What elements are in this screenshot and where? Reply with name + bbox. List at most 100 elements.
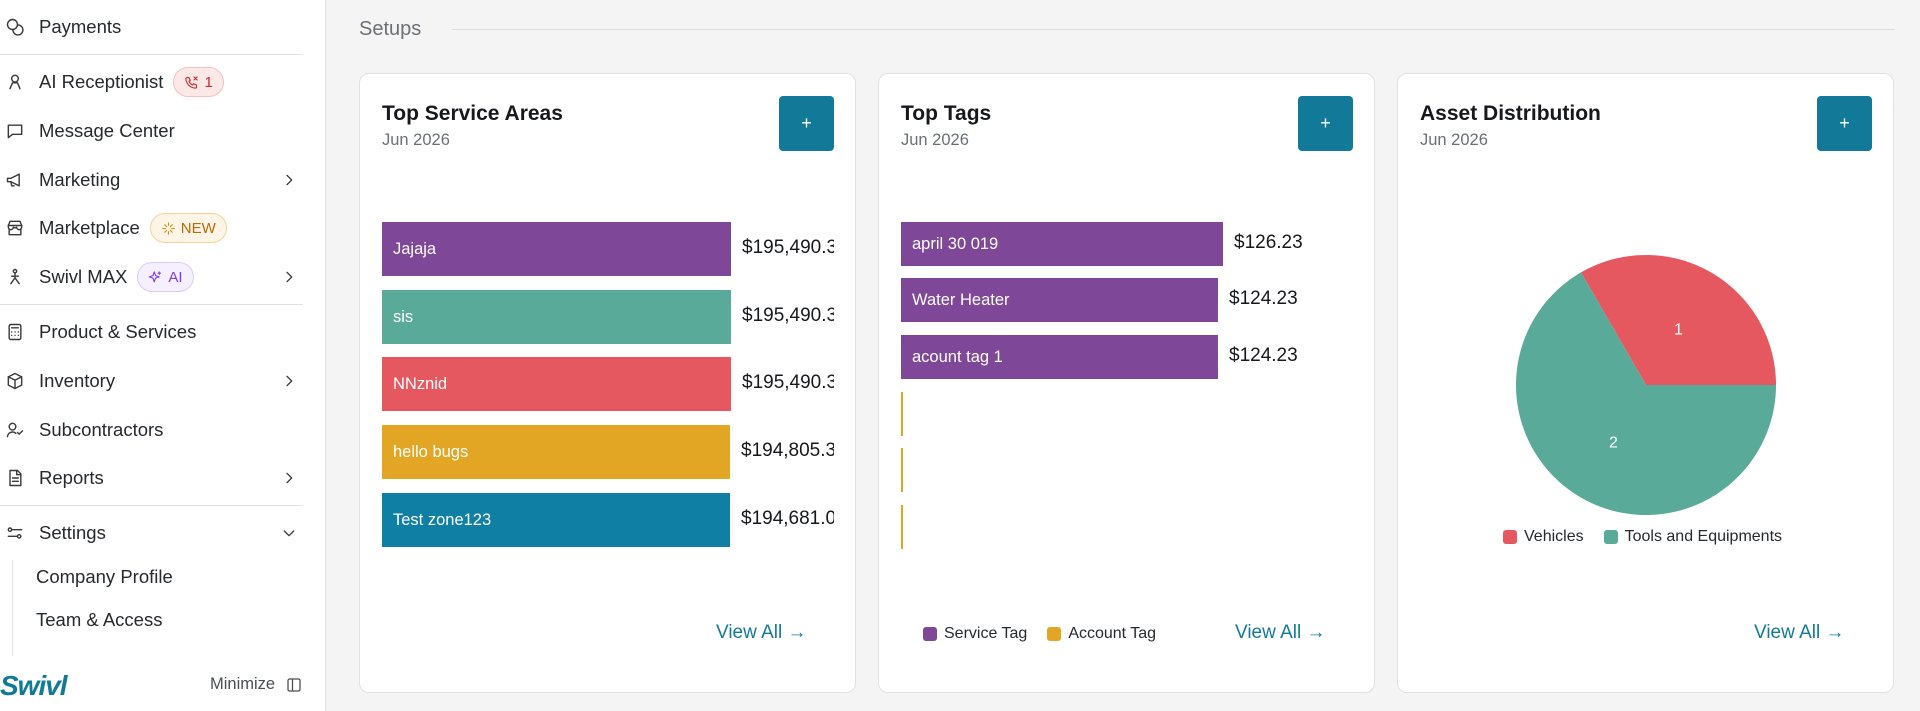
receptionist-icon (4, 71, 26, 93)
pie-slice-tools-and-equipments[interactable] (1516, 272, 1776, 515)
pie-slice-vehicles[interactable] (1581, 254, 1776, 385)
missed-calls-badge: 1 (173, 67, 224, 97)
bar-label: hello bugs (393, 442, 469, 461)
card-title: Asset Distribution (1420, 102, 1601, 125)
person-max-icon (4, 266, 26, 288)
chevron-right-icon (281, 269, 297, 285)
store-icon (4, 217, 26, 239)
sidebar-item-label: Marketplace (39, 217, 140, 238)
badge-text: NEW (180, 219, 216, 237)
submenu-line (12, 560, 13, 656)
chevron-down-icon (281, 525, 297, 541)
view-all-link[interactable]: View All → (1754, 622, 1845, 643)
bar-value: $124.23 (1229, 345, 1298, 366)
bar-value: $124.23 (1229, 288, 1298, 309)
empty-account-bar (901, 392, 903, 436)
sparkle-icon (162, 221, 175, 235)
calculator-icon (4, 321, 26, 343)
bar[interactable]: april 30 019 (901, 222, 1223, 266)
legend-label: Vehicles (1524, 528, 1584, 545)
sidebar: Payments AI Receptionist 1 Message Cente… (0, 0, 326, 711)
sidebar-item-label: Product & Services (39, 321, 197, 342)
card-title: Top Tags (901, 102, 992, 125)
sidebar-divider (0, 54, 303, 55)
report-icon (4, 467, 26, 489)
bar[interactable]: acount tag 1 (901, 335, 1218, 379)
view-all-link[interactable]: View All → (1235, 622, 1326, 643)
sidebar-divider (0, 304, 303, 305)
legend-item: Service Tag (923, 625, 1027, 643)
bar-value: $195,490.3 (742, 372, 834, 393)
sidebar-item-marketing[interactable]: Marketing (0, 160, 305, 200)
add-button[interactable]: + (1817, 96, 1872, 151)
sidebar-item-label: Marketing (39, 169, 121, 190)
bar-label: april 30 019 (912, 234, 999, 253)
chevron-right-icon (281, 172, 297, 188)
sidebar-item-message-center[interactable]: Message Center (0, 111, 305, 151)
message-icon (4, 120, 26, 142)
sidebar-item-inventory[interactable]: Inventory (0, 361, 305, 401)
bar[interactable]: Jajaja (382, 222, 731, 276)
legend-swatch (1503, 530, 1517, 544)
sidebar-subitem-company-profile[interactable]: Company Profile (36, 566, 173, 587)
pie-svg: 12 (1516, 254, 1776, 515)
chart-legend: Vehicles Tools and Equipments (1503, 528, 1782, 546)
new-badge: NEW (149, 213, 227, 243)
legend-swatch (923, 627, 937, 641)
sidebar-item-subcontractors[interactable]: Subcontractors (0, 410, 305, 450)
legend-item: Tools and Equipments (1603, 528, 1782, 546)
bar-value: $195,490.3 (742, 305, 834, 326)
sidebar-item-ai-receptionist[interactable]: AI Receptionist 1 (0, 62, 305, 102)
empty-account-bar (901, 505, 903, 549)
card-period: Jun 2026 (382, 131, 450, 149)
bar-label: NNznid (393, 374, 448, 393)
card-period: Jun 2026 (1420, 131, 1488, 149)
bar-value: $194,681.0 (741, 508, 834, 529)
pie-slice-value: 1 (1674, 322, 1683, 339)
chart-legend: Service Tag Account Tag (923, 625, 1156, 643)
legend-swatch (1047, 627, 1062, 641)
sidebar-item-label: Swivl MAX (39, 266, 128, 287)
sidebar-item-label: Reports (39, 467, 104, 488)
sidebar-item-label: AI Receptionist (39, 71, 164, 92)
megaphone-icon (4, 169, 26, 191)
sidebar-item-label: Payments (39, 16, 122, 37)
view-all-link[interactable]: View All → (716, 622, 807, 643)
top-service-areas-card: Top Service Areas Jun 2026 + Jajaja $195… (359, 73, 856, 693)
badge-count: 1 (204, 73, 213, 91)
add-button[interactable]: + (779, 96, 834, 151)
box-icon (4, 370, 26, 392)
legend-label: Service Tag (944, 625, 1028, 642)
minimize-button[interactable]: Minimize (210, 675, 303, 694)
minimize-label: Minimize (210, 675, 276, 693)
bar[interactable]: Water Heater (901, 278, 1218, 322)
card-title: Top Service Areas (382, 102, 563, 125)
bar-value: $194,805.3 (741, 440, 834, 461)
sidebar-item-product-services[interactable]: Product & Services (0, 312, 305, 352)
service-areas-chart: Jajaja $195,490.3 sis $195,490.3 NNznid … (382, 222, 834, 552)
ai-sparkle-icon (149, 270, 162, 282)
bar-value: $126.23 (1234, 232, 1303, 253)
missed-call-icon (185, 75, 199, 89)
settings-icon (4, 522, 26, 544)
swivl-logo[interactable]: Swivl (0, 670, 68, 701)
sidebar-item-settings[interactable]: Settings (0, 513, 305, 553)
sidebar-item-label: Subcontractors (39, 419, 164, 440)
bar[interactable]: sis (382, 290, 731, 344)
bar[interactable]: Test zone123 (382, 493, 730, 547)
legend-label: Account Tag (1068, 625, 1157, 642)
sidebar-subitem-team-access[interactable]: Team & Access (36, 609, 163, 630)
bar[interactable]: NNznid (382, 357, 731, 411)
coins-icon (4, 16, 26, 38)
sidebar-item-reports[interactable]: Reports (0, 458, 305, 498)
sidebar-item-payments[interactable]: Payments (0, 7, 305, 47)
bar[interactable]: hello bugs (382, 425, 730, 479)
sidebar-item-marketplace[interactable]: Marketplace NEW (0, 208, 305, 248)
add-button[interactable]: + (1298, 96, 1353, 151)
sidebar-item-swivl-max[interactable]: Swivl MAX AI (0, 257, 305, 297)
bar-label: acount tag 1 (912, 347, 1003, 366)
card-period: Jun 2026 (901, 131, 969, 149)
chevron-right-icon (281, 373, 297, 389)
subcontractor-icon (4, 419, 26, 441)
